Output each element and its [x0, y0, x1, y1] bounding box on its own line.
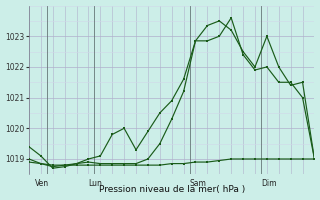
Text: Lun: Lun: [88, 179, 102, 188]
X-axis label: Pression niveau de la mer( hPa ): Pression niveau de la mer( hPa ): [99, 185, 245, 194]
Text: Dim: Dim: [261, 179, 276, 188]
Text: Sam: Sam: [189, 179, 206, 188]
Text: Ven: Ven: [35, 179, 49, 188]
